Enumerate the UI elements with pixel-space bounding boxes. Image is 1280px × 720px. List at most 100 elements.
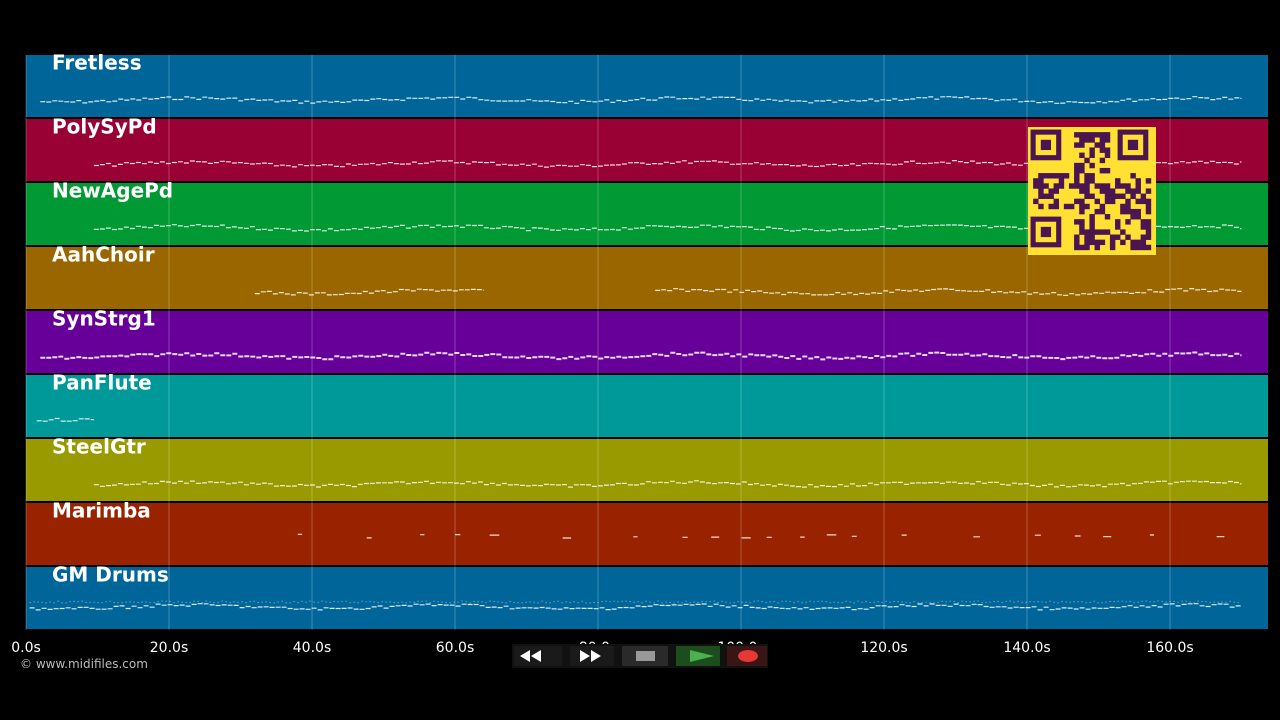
qr-module xyxy=(1089,173,1095,179)
qr-module xyxy=(1125,188,1131,194)
qr-module xyxy=(1089,229,1095,235)
qr-module xyxy=(1104,193,1111,199)
track-name: PanFlute xyxy=(52,371,152,395)
x-tick-label: 140.0s xyxy=(1003,640,1050,656)
qr-module xyxy=(1079,198,1085,205)
track-name: NewAgePd xyxy=(52,179,173,203)
qr-module xyxy=(1074,173,1080,179)
qr-module xyxy=(1068,183,1075,189)
qr-module xyxy=(1033,183,1039,189)
qr-module xyxy=(1058,178,1065,184)
qr-module xyxy=(1104,214,1111,220)
qr-module xyxy=(1094,229,1100,235)
qr-module xyxy=(1079,132,1085,138)
qr-module xyxy=(1104,152,1111,159)
qr-module xyxy=(1104,167,1111,174)
qr-module xyxy=(1099,157,1106,164)
qr-module xyxy=(1074,162,1080,169)
qr-module xyxy=(1135,183,1141,189)
labels: Fretless PolySyPd NewAgePd AahChoir SynStrg1… xyxy=(52,51,173,587)
qr-module xyxy=(1120,193,1126,199)
track-lane xyxy=(26,503,1268,565)
qr-module xyxy=(1140,219,1147,225)
qr-finder xyxy=(1127,139,1139,151)
copyright: © www.midifiles.com xyxy=(20,657,148,671)
qr-module xyxy=(1038,188,1044,194)
qr-module xyxy=(1140,239,1147,246)
qr-module xyxy=(1089,132,1095,138)
qr-module xyxy=(1094,198,1100,205)
qr-module xyxy=(1140,198,1147,205)
qr-module xyxy=(1099,229,1106,235)
qr-module xyxy=(1125,208,1131,215)
qr-module xyxy=(1109,198,1116,205)
qr-module xyxy=(1089,214,1095,220)
qr-module xyxy=(1089,152,1095,159)
forward-icon xyxy=(580,650,601,662)
stop-icon xyxy=(636,651,655,661)
qr-module xyxy=(1084,188,1090,194)
qr-module xyxy=(1089,224,1095,230)
qr-module xyxy=(1074,167,1080,174)
qr-module xyxy=(1120,239,1126,246)
qr-module xyxy=(1079,162,1085,169)
note-run xyxy=(93,480,1242,488)
qr-module xyxy=(1145,229,1152,235)
qr-module xyxy=(1058,183,1065,189)
qr-module xyxy=(1074,239,1080,246)
record-button[interactable] xyxy=(727,646,767,666)
qr-module xyxy=(1079,152,1085,159)
qr-module xyxy=(1125,219,1131,225)
qr-module xyxy=(1068,203,1075,210)
qr-module xyxy=(1099,137,1106,143)
qr-module xyxy=(1048,188,1054,194)
qr-module xyxy=(1048,203,1054,210)
track-name: PolySyPd xyxy=(52,115,157,139)
qr-module xyxy=(1099,142,1106,148)
qr-module xyxy=(1115,178,1121,184)
track-lane xyxy=(26,311,1268,373)
qr-module xyxy=(1079,188,1085,194)
qr-module xyxy=(1063,203,1070,210)
qr-module xyxy=(1079,219,1085,225)
qr-module xyxy=(1130,188,1136,194)
qr-module xyxy=(1038,173,1044,179)
qr-module xyxy=(1115,219,1121,225)
qr-module xyxy=(1109,244,1116,251)
qr-module xyxy=(1048,193,1054,199)
qr-finder xyxy=(1030,129,1062,161)
qr-module xyxy=(1145,244,1152,251)
qr-module xyxy=(1115,183,1121,189)
qr-module xyxy=(1140,244,1147,251)
qr-module xyxy=(1084,229,1090,235)
qr-module xyxy=(1079,244,1085,251)
qr-module xyxy=(1109,239,1116,246)
qr-module xyxy=(1038,178,1044,184)
qr-module xyxy=(1094,142,1100,148)
qr-module xyxy=(1135,214,1141,220)
qr-module xyxy=(1089,193,1095,199)
qr-module xyxy=(1135,178,1141,184)
stop-button[interactable] xyxy=(622,646,668,666)
qr-module xyxy=(1145,178,1152,184)
qr-module xyxy=(1104,132,1111,138)
qr-module xyxy=(1043,193,1049,199)
qr-module xyxy=(1115,234,1121,240)
forward-button[interactable] xyxy=(570,646,614,666)
rewind-button[interactable] xyxy=(514,646,562,666)
qr-module xyxy=(1079,208,1085,215)
qr-module xyxy=(1145,224,1152,230)
track-lane xyxy=(26,439,1268,501)
note-run xyxy=(254,288,484,296)
play-button[interactable] xyxy=(676,646,720,666)
qr-module xyxy=(1104,183,1111,189)
qr-module xyxy=(1135,239,1141,246)
qr-module xyxy=(1099,132,1106,138)
note-run xyxy=(29,603,1241,611)
track-name: Fretless xyxy=(52,51,142,75)
qr-module xyxy=(1089,219,1095,225)
note-run xyxy=(29,600,1239,604)
x-tick-label: 120.0s xyxy=(860,640,907,656)
qr-module xyxy=(1074,178,1080,184)
qr-module xyxy=(1145,219,1152,225)
